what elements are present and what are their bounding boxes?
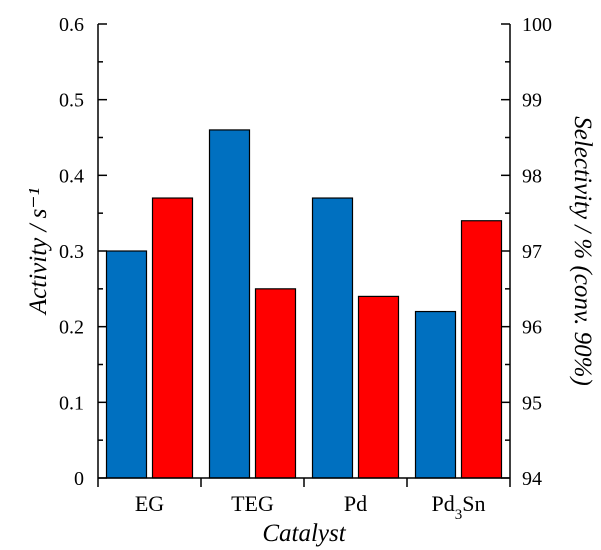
y-tick-label: 0.3 [59, 241, 84, 263]
bars-group [105, 129, 503, 479]
bar-activity-4 [414, 310, 457, 479]
axes-group [97, 23, 511, 487]
y2-tick-label: 99 [522, 90, 542, 112]
y2-tick-label: 94 [522, 468, 542, 490]
y2-tick-label: 98 [522, 165, 542, 187]
x-tick-label: EG [135, 491, 164, 516]
x-tick-label: TEG [231, 491, 274, 516]
bar-selectivity-1 [151, 197, 194, 479]
y2-tick-label: 96 [522, 317, 542, 339]
bar-selectivity-4 [460, 220, 503, 479]
bar-activity-3 [311, 197, 354, 479]
labels-group: 0 0.1 0.2 0.3 0.4 0.5 0.6 94 95 96 97 98 99 100 EG TEG P… [59, 14, 552, 523]
y-tick-label: 0.1 [59, 392, 84, 414]
x-tick-label: Pd3Sn [432, 491, 486, 523]
y2-tick-label: 100 [522, 14, 552, 36]
y-tick-label: 0.5 [59, 90, 84, 112]
bar-selectivity-2 [254, 288, 297, 479]
x-tick-label: Pd [344, 491, 367, 516]
y2-tick-label: 97 [522, 241, 542, 263]
y-tick-label: 0.6 [59, 14, 84, 36]
y-tick-label: 0.2 [59, 317, 84, 339]
bar-activity-1 [105, 250, 148, 479]
y2-tick-label: 95 [522, 392, 542, 414]
x-axis-title: Catalyst [262, 520, 346, 547]
y2-axis-title: Selectivity / % (conv. 90%) [569, 116, 596, 386]
y-axis-title: Activity / s⁻¹ [25, 188, 52, 316]
y-tick-label: 0.4 [59, 165, 84, 187]
y-tick-label: 0 [74, 468, 84, 490]
bar-selectivity-3 [357, 295, 400, 479]
bar-activity-2 [208, 129, 251, 479]
